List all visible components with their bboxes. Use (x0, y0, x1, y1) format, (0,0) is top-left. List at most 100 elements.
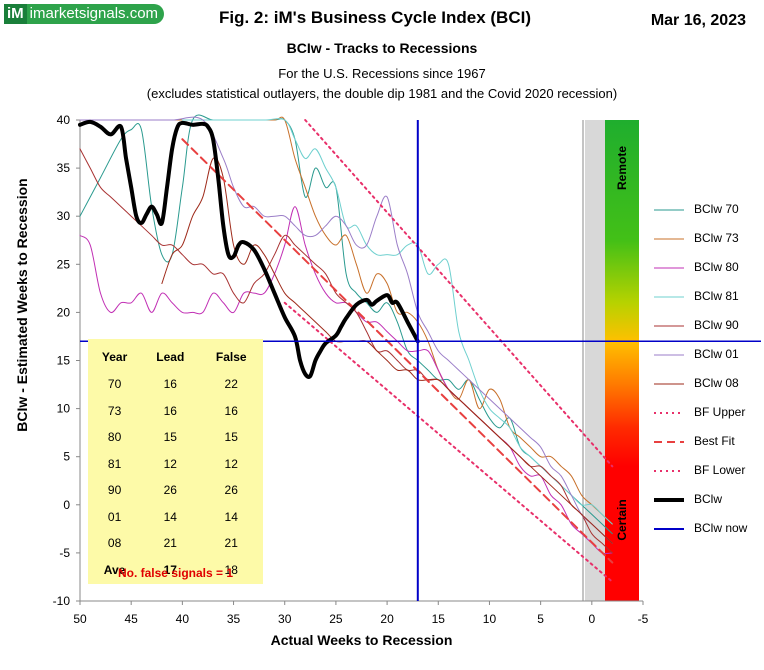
signal-bar-remote-label: Remote (615, 146, 629, 190)
x-tick-label: 15 (432, 612, 446, 626)
table-cell-year: 80 (107, 430, 122, 445)
legend-swatch (654, 470, 684, 472)
legend-label: BClw (694, 492, 723, 506)
y-tick-label: 25 (57, 257, 71, 271)
y-axis-label-text: BCIw - Estimated Weeks to Recession (14, 178, 30, 432)
legend-swatch (654, 209, 684, 211)
table-cell-false: 22 (224, 377, 238, 392)
legend-label: BClw 81 (694, 289, 739, 303)
table-row: 01 14 14 (88, 504, 263, 531)
legend-swatch (654, 325, 684, 327)
table-cell-false: 12 (224, 456, 238, 471)
table-row: 08 21 21 (88, 530, 263, 557)
legend-label: BClw 01 (694, 347, 739, 361)
table-row: 90 26 26 (88, 477, 263, 504)
table-cell-lead: 15 (163, 430, 177, 445)
legend-label: BClw 08 (694, 376, 739, 390)
legend-label: BClw 80 (694, 260, 739, 274)
y-tick-label: 0 (63, 498, 70, 512)
x-tick-label: 10 (483, 612, 497, 626)
table-cell-year: Ave (103, 562, 126, 577)
legend-swatch (654, 412, 684, 414)
legend-label: Best Fit (694, 434, 735, 448)
x-tick-label: 5 (537, 612, 544, 626)
table-cell-false: 26 (224, 483, 238, 498)
x-axis-label: Actual Weeks to Recession (270, 632, 453, 648)
series-line-best-fit (181, 138, 614, 564)
legend-label: BClw 70 (694, 202, 739, 216)
legend-swatch (654, 441, 684, 443)
legend-label: BClw 90 (694, 318, 739, 332)
series-line-bf-upper (304, 119, 614, 468)
zero-week-band (585, 120, 605, 601)
x-tick-label: 25 (329, 612, 343, 626)
table-row: 73 16 16 (88, 398, 263, 425)
y-tick-label: 5 (63, 450, 70, 464)
table-cell-lead: 12 (163, 456, 177, 471)
table-cell-year: 08 (107, 536, 122, 551)
chart-note-line1: For the U.S. Recessions since 1967 (278, 66, 486, 81)
legend-item-bclw-70: BClw 70 (646, 200, 764, 220)
y-tick-label: 35 (57, 161, 71, 175)
lead-table: Year Lead False 70 16 22 73 16 16 80 15 … (88, 339, 263, 584)
legend-item-bclw: BClw (646, 490, 764, 510)
table-cell-lead: 16 (163, 377, 177, 392)
x-tick-label: 30 (278, 612, 292, 626)
legend-item-bclw-90: BClw 90 (646, 316, 764, 336)
y-tick-label: 30 (57, 209, 71, 223)
legend-item-bclw-08: BClw 08 (646, 374, 764, 394)
legend-item-bclw-81: BClw 81 (646, 287, 764, 307)
table-cell-false: 15 (224, 430, 238, 445)
legend-item-bf-lower: BF Lower (646, 461, 764, 481)
logo-mark: iM (4, 4, 27, 24)
y-tick-label: -10 (53, 594, 71, 608)
legend-swatch (654, 498, 684, 502)
table-cell-lead: 14 (163, 509, 177, 524)
legend-swatch (654, 383, 684, 385)
table-header-year: Year (101, 350, 128, 364)
signal-color-bar (605, 120, 639, 601)
table-cell-year: 81 (107, 456, 122, 471)
y-tick-label: -5 (59, 546, 70, 560)
legend-item-bclw-73: BClw 73 (646, 229, 764, 249)
y-tick-label: 10 (57, 402, 71, 416)
table-cell-year: 70 (107, 377, 122, 392)
table-cell-false: 18 (224, 562, 238, 577)
site-logo: iM imarketsignals.com (4, 4, 165, 24)
figure-title: Fig. 2: iM's Business Cycle Index (BCI) (218, 8, 531, 27)
table-cell-lead: 17 (163, 562, 177, 577)
legend-item-bf-upper: BF Upper (646, 403, 764, 423)
table-row: 70 16 22 (88, 371, 263, 398)
table-cell-year: 01 (107, 509, 122, 524)
y-tick-label: 20 (57, 305, 71, 319)
x-tick-label: 20 (380, 612, 394, 626)
table-cell-lead: 26 (163, 483, 177, 498)
legend-item-bclw-now: BClw now (646, 519, 764, 539)
table-row: 80 15 15 (88, 424, 263, 451)
signal-bar-certain-label: Certain (615, 499, 629, 540)
table-cell-lead: 21 (163, 536, 177, 551)
series-line-bclw (78, 119, 420, 379)
false-signals-note: No. false signals = 1 (117, 566, 234, 580)
series-line-bf-lower (283, 301, 614, 583)
legend-swatch (654, 238, 684, 240)
legend-item-bclw-80: BClw 80 (646, 258, 764, 278)
chart-date: Mar 16, 2023 (650, 12, 746, 29)
table-header-false: False (215, 350, 247, 364)
chart-subtitle: BCIw - Tracks to Recessions (286, 40, 478, 56)
lead-table-grid: Year Lead False 70 16 22 73 16 16 80 15 … (88, 343, 263, 583)
table-header-lead: Lead (156, 350, 185, 364)
legend-swatch (654, 296, 684, 298)
table-cell-year: 90 (107, 483, 122, 498)
table-cell-false: 21 (224, 536, 238, 551)
x-tick-label: 45 (125, 612, 139, 626)
legend-label: BF Lower (694, 463, 746, 477)
table-cell-false: 16 (224, 403, 238, 418)
table-cell-year: 73 (107, 403, 122, 418)
legend-swatch (654, 354, 684, 356)
x-tick-label: 50 (73, 612, 87, 626)
x-tick-label: 35 (227, 612, 241, 626)
logo-site-name: imarketsignals.com (26, 4, 165, 24)
legend-swatch (654, 267, 684, 269)
legend-label: BF Upper (694, 405, 746, 419)
